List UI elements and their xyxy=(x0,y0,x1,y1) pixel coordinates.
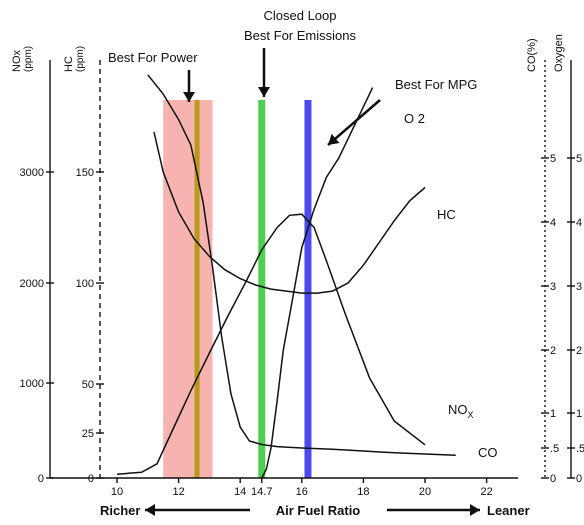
best-for-mpg-line xyxy=(304,100,312,478)
best-for-mpg-annotation: Best For MPG xyxy=(395,77,477,92)
o2-tick-label: .5 xyxy=(576,443,584,455)
closed-loop-arrow-head xyxy=(258,87,270,97)
co-axis-title: CO(%) xyxy=(526,38,538,72)
hc-tick-label: 150 xyxy=(76,167,94,179)
x-tick-label: 14 xyxy=(234,486,246,498)
hc-axis-label: HC xyxy=(63,56,75,72)
nox-axis-unit: (ppm) xyxy=(23,46,34,72)
o2-tick-label: 2 xyxy=(576,345,582,357)
best-for-power-band xyxy=(163,100,213,478)
best-for-power-arrow-head xyxy=(183,92,195,102)
x-right-label: Leaner xyxy=(487,503,530,518)
x-tick-label: 22 xyxy=(480,486,492,498)
co-tick-label: 2 xyxy=(550,345,556,357)
best-for-mpg-arrow xyxy=(327,99,381,146)
o2-tick-label: 1 xyxy=(576,408,582,420)
o2-axis-label: Oxygen xyxy=(553,34,565,72)
leaner-arrow-head xyxy=(470,504,480,516)
nox-tick-label: 3000 xyxy=(20,167,44,179)
nox-axis-label: NOx xyxy=(11,50,23,73)
co-tick-label: 1 xyxy=(550,408,556,420)
co-tick-label: 4 xyxy=(550,217,556,229)
richer-arrow-head xyxy=(145,504,155,516)
hc-tick-label: 100 xyxy=(76,278,94,290)
o2-axis-title: Oxygen xyxy=(553,34,565,72)
hc-tick-label: 0 xyxy=(88,473,94,485)
hc-tick-label: 50 xyxy=(82,379,94,391)
best-for-power-line xyxy=(194,100,200,478)
best-for-emissions-annotation: Best For Emissions xyxy=(244,28,356,43)
x-tick-label: 16 xyxy=(296,486,308,498)
closed-loop-line xyxy=(258,100,266,478)
series-label-co: CO xyxy=(478,445,498,460)
x-tick-label: 14.7 xyxy=(251,486,272,498)
series-label-hc: HC xyxy=(437,207,456,222)
nox-tick-label: 1000 xyxy=(20,378,44,390)
hc-axis-unit: (ppm) xyxy=(75,46,86,72)
o2-tick-label: 4 xyxy=(576,217,582,229)
nox-axis-title: NOx (ppm) xyxy=(11,46,34,72)
series-co-line xyxy=(147,74,456,456)
o2-tick-label: 5 xyxy=(576,153,582,165)
nox-tick-label: 2000 xyxy=(20,278,44,290)
o2-tick-label: 0 xyxy=(576,473,582,485)
series-o2-line xyxy=(261,87,374,479)
closed-loop-annotation: Closed Loop xyxy=(264,8,337,23)
x-tick-label: 20 xyxy=(419,486,431,498)
o2-tick-label: 3 xyxy=(576,281,582,293)
series-label-nox: NOX xyxy=(448,402,474,420)
co-tick-label: 0 xyxy=(550,473,556,485)
co-tick-label: .5 xyxy=(550,443,559,455)
series-nox-line xyxy=(116,213,426,475)
best-for-power-annotation: Best For Power xyxy=(108,50,198,65)
x-axis-title: Air Fuel Ratio xyxy=(276,503,361,518)
series-label-o2: O 2 xyxy=(404,111,425,126)
hc-axis-title: HC (ppm) xyxy=(63,46,86,72)
series-hc-line xyxy=(153,131,426,294)
x-tick-label: 12 xyxy=(172,486,184,498)
co-tick-label: 5 xyxy=(550,153,556,165)
nox-tick-label: 0 xyxy=(38,473,44,485)
hc-tick-label: 25 xyxy=(82,428,94,440)
x-tick-label: 18 xyxy=(357,486,369,498)
co-tick-label: 3 xyxy=(550,281,556,293)
co-axis-label: CO(%) xyxy=(526,38,538,72)
x-left-label: Richer xyxy=(100,503,140,518)
best-for-mpg-arrow-head xyxy=(328,133,340,145)
x-tick-label: 10 xyxy=(111,486,123,498)
